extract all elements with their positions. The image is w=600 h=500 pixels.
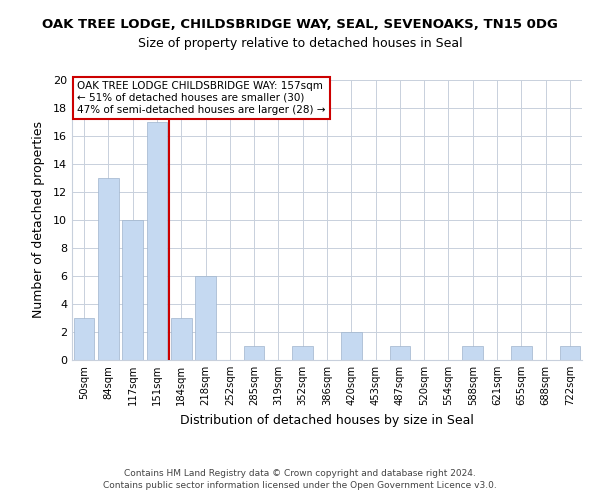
Bar bbox=[171, 318, 191, 360]
Bar bbox=[122, 220, 143, 360]
Bar bbox=[98, 178, 119, 360]
Bar bbox=[511, 346, 532, 360]
X-axis label: Distribution of detached houses by size in Seal: Distribution of detached houses by size … bbox=[180, 414, 474, 426]
Text: OAK TREE LODGE, CHILDSBRIDGE WAY, SEAL, SEVENOAKS, TN15 0DG: OAK TREE LODGE, CHILDSBRIDGE WAY, SEAL, … bbox=[42, 18, 558, 30]
Bar bbox=[195, 276, 216, 360]
Bar bbox=[74, 318, 94, 360]
Bar bbox=[292, 346, 313, 360]
Text: Contains HM Land Registry data © Crown copyright and database right 2024.: Contains HM Land Registry data © Crown c… bbox=[124, 468, 476, 477]
Bar bbox=[560, 346, 580, 360]
Text: Contains public sector information licensed under the Open Government Licence v3: Contains public sector information licen… bbox=[103, 481, 497, 490]
Text: Size of property relative to detached houses in Seal: Size of property relative to detached ho… bbox=[137, 38, 463, 51]
Y-axis label: Number of detached properties: Number of detached properties bbox=[32, 122, 44, 318]
Bar bbox=[146, 122, 167, 360]
Text: OAK TREE LODGE CHILDSBRIDGE WAY: 157sqm
← 51% of detached houses are smaller (30: OAK TREE LODGE CHILDSBRIDGE WAY: 157sqm … bbox=[77, 82, 326, 114]
Bar bbox=[463, 346, 483, 360]
Bar bbox=[244, 346, 265, 360]
Bar bbox=[341, 332, 362, 360]
Bar bbox=[389, 346, 410, 360]
